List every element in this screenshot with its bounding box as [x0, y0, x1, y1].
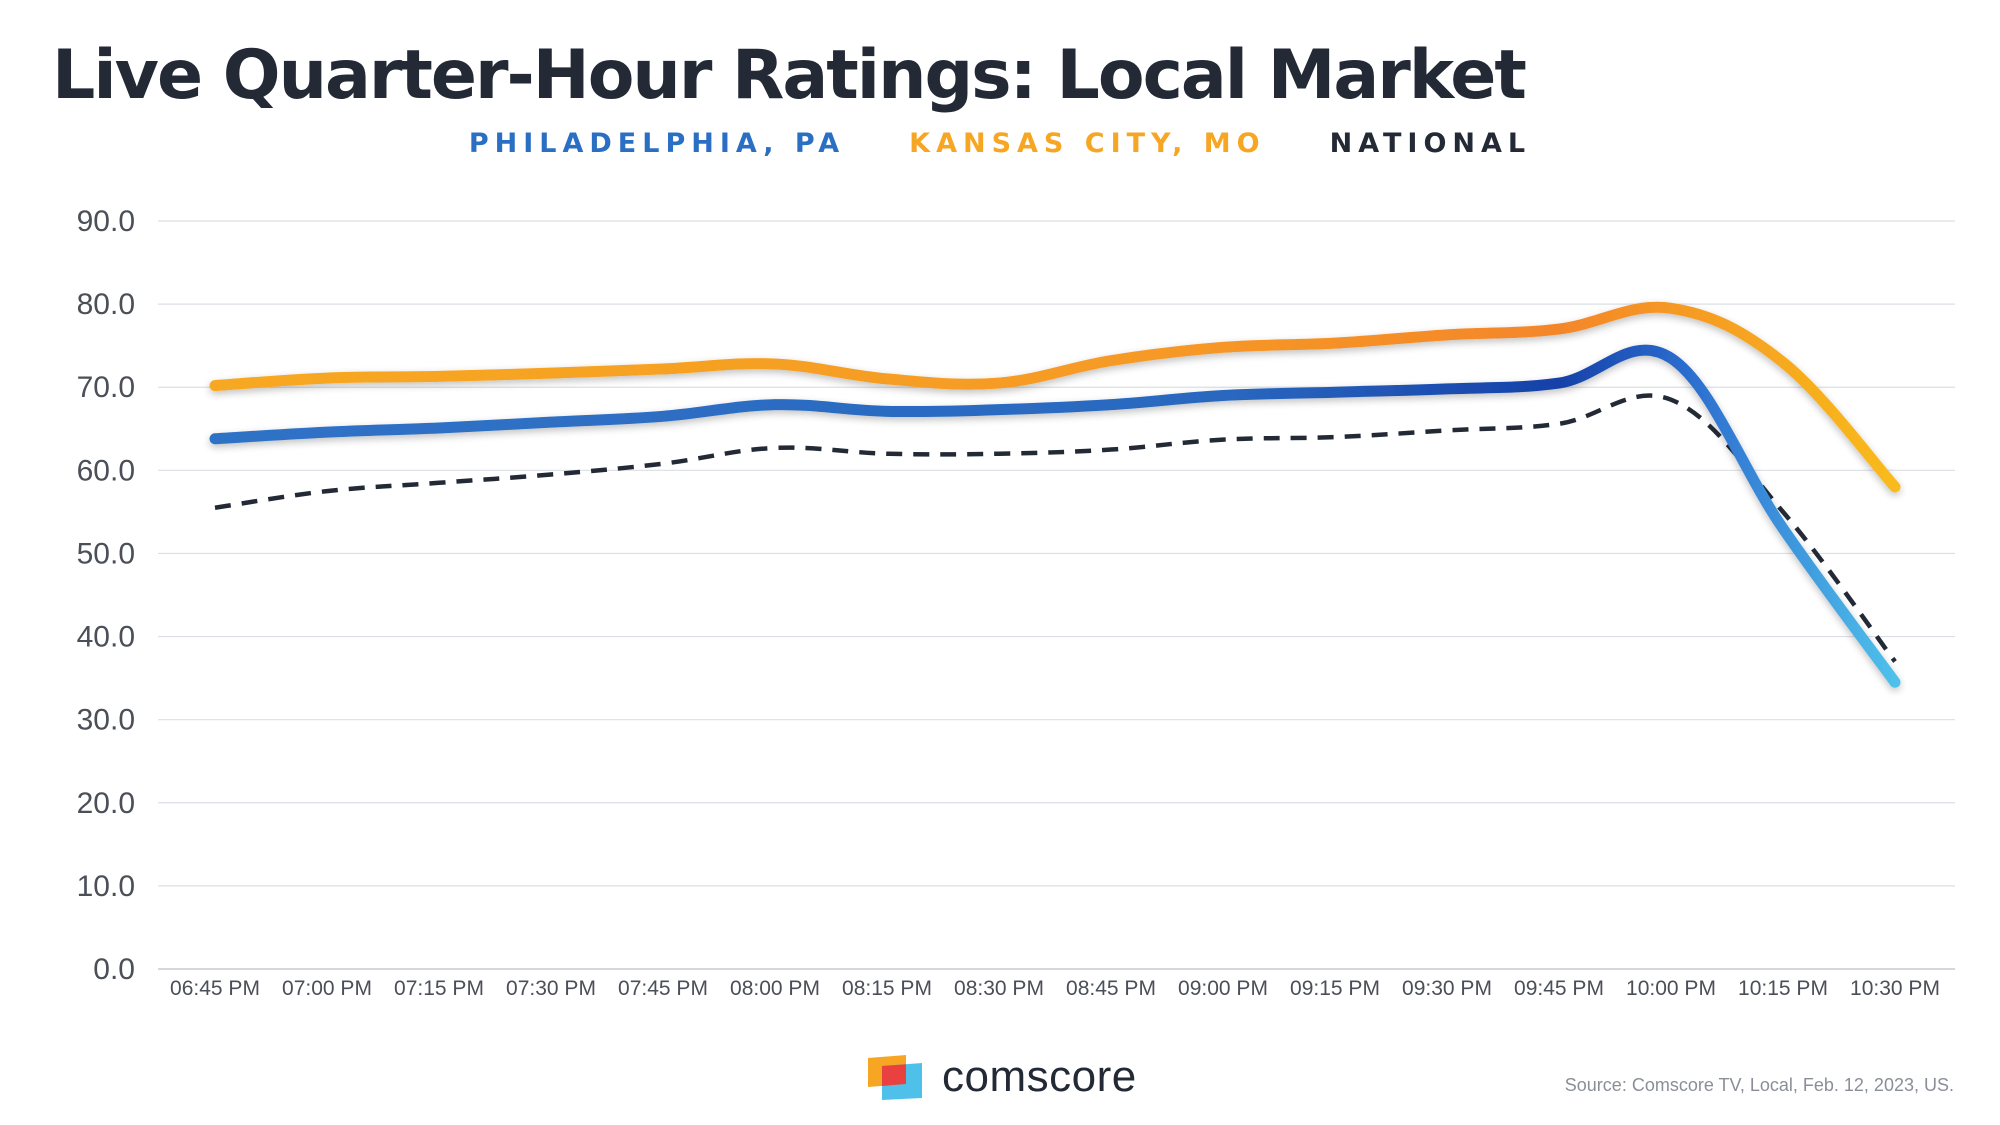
x-tick-label: 10:00 PM [1626, 977, 1716, 1000]
legend-kansas-city: KANSAS CITY, MO [909, 128, 1266, 159]
y-tick-label: 80.0 [77, 288, 135, 321]
x-tick-label: 07:45 PM [618, 977, 708, 1000]
grid-lines [158, 220, 1955, 970]
x-tick-label: 08:30 PM [954, 977, 1044, 1000]
series-line-kansas-city [209, 301, 1901, 493]
x-tick-label: 07:15 PM [394, 977, 484, 1000]
comscore-logo-icon [868, 1055, 922, 1100]
x-tick-label: 09:45 PM [1514, 977, 1604, 1000]
x-tick-label: 10:15 PM [1738, 977, 1828, 1000]
series-line-national [214, 393, 1897, 663]
chart-title: Live Quarter-Hour Ratings: Local Market [52, 36, 1527, 115]
y-tick-label: 10.0 [77, 870, 135, 903]
x-tick-label: 08:45 PM [1066, 977, 1156, 1000]
x-tick-label: 08:15 PM [842, 977, 932, 1000]
brand-name: comscore [942, 1052, 1137, 1101]
y-axis: 0.0 10.0 20.0 30.0 40.0 50.0 60.0 70.0 80.0 90.0 [77, 205, 135, 986]
x-tick-label: 07:30 PM [506, 977, 596, 1000]
y-tick-label: 60.0 [77, 454, 135, 487]
source-note: Source: Comscore TV, Local, Feb. 12, 202… [1564, 1075, 1954, 1095]
x-tick-label: 09:00 PM [1178, 977, 1268, 1000]
y-tick-label: 40.0 [77, 621, 135, 654]
legend-philadelphia: PHILADELPHIA, PA [468, 128, 846, 159]
y-tick-label: 20.0 [77, 787, 135, 820]
x-tick-label: 07:00 PM [282, 977, 372, 1000]
x-axis: 06:45 PM 07:00 PM 07:15 PM 07:30 PM 07:45 PM… [170, 977, 1940, 1000]
y-tick-label: 0.0 [93, 953, 135, 986]
legend-national: NATIONAL [1329, 128, 1532, 159]
series-line-philadelphia [209, 344, 1901, 688]
brand-logo: comscore [866, 1052, 1137, 1102]
y-tick-label: 70.0 [77, 371, 135, 404]
legend: PHILADELPHIA, PA KANSAS CITY, MO NATIONA… [0, 128, 2000, 159]
series-lines [209, 301, 1901, 688]
x-tick-label: 06:45 PM [170, 977, 260, 1000]
y-tick-label: 30.0 [77, 704, 135, 737]
y-tick-label: 90.0 [77, 205, 135, 238]
x-tick-label: 08:00 PM [730, 977, 820, 1000]
x-tick-label: 09:30 PM [1402, 977, 1492, 1000]
x-tick-label: 10:30 PM [1850, 977, 1940, 1000]
y-tick-label: 50.0 [77, 537, 135, 570]
x-tick-label: 09:15 PM [1290, 977, 1380, 1000]
